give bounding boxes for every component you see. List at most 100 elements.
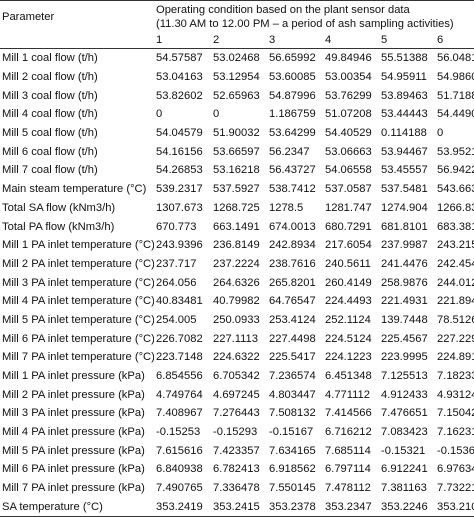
table-cell: 6.782413 (213, 463, 260, 476)
row-label: Mill 6 PA inlet temperature (°C) (2, 332, 154, 345)
table-cell: 54.95911 (381, 71, 427, 84)
table-row: Mill 2 coal flow (t/h) 53.04163 53.12954 53… (0, 68, 474, 87)
row-label: Mill 1 PA inlet temperature (°C) (2, 239, 154, 252)
table-cell: 1268.725 (213, 201, 260, 214)
table-cell: 353.2419 (154, 497, 211, 517)
row-label: Mill 2 PA inlet temperature (°C) (2, 257, 154, 270)
table-cell: 254.005 (156, 313, 197, 326)
row-label: Total PA flow (kNm3/h) (2, 220, 115, 233)
row-label: Mill 2 PA inlet pressure (kPa) (2, 388, 145, 401)
table-cell: 537.0587 (325, 183, 372, 196)
table-row: Mill 4 PA inlet temperature (°C) 40.83481… (0, 292, 474, 311)
row-label: Main steam temperature (°C) (2, 183, 147, 196)
table-cell: 217.6054 (325, 239, 372, 252)
table-cell: 7.125513 (381, 370, 428, 383)
table-cell: 6.451348 (325, 370, 372, 383)
table-cell: 242.4541 (437, 257, 474, 270)
table-cell: 78.51263 (437, 313, 474, 326)
table-cell: 53.95213 (437, 145, 474, 158)
table-cell: 56.2347 (269, 145, 310, 158)
table-cell: 4.771112 (325, 388, 370, 401)
column-header: 5 (379, 32, 435, 49)
table-cell: 670.773 (156, 220, 197, 233)
table-row: Mill 3 PA inlet temperature (°C) 264.056 2… (0, 273, 474, 292)
table-cell: 241.4476 (381, 257, 428, 270)
table-cell: 680.7291 (325, 220, 372, 233)
table-row: Main steam temperature (°C) 539.2317 537.5… (0, 180, 474, 199)
parameter-header: Parameter (0, 0, 154, 32)
row-label: Mill 5 PA inlet pressure (kPa) (2, 444, 145, 457)
row-label: Mill 6 PA inlet pressure (kPa) (2, 463, 145, 476)
table-row: Mill 7 PA inlet temperature (°C) 223.7148… (0, 348, 474, 367)
table-cell: 1281.747 (325, 201, 372, 214)
table-row: Mill 1 PA inlet pressure (kPa) 6.854556 6.… (0, 367, 474, 386)
table-cell: 6.854556 (156, 370, 203, 383)
table-cell: 226.7082 (156, 332, 203, 345)
table-cell: 225.5417 (269, 351, 316, 364)
table-row: Mill 6 coal flow (t/h) 54.16156 53.66597 56… (0, 142, 474, 161)
table-cell: 4.931245 (437, 388, 474, 401)
table-cell: 53.16218 (213, 164, 260, 177)
table-cell: 221.4931 (381, 295, 428, 308)
row-label: Mill 7 PA inlet temperature (°C) (2, 351, 154, 364)
table-row: Mill 5 coal flow (t/h) 54.04579 51.90032 53… (0, 124, 474, 143)
table-cell: 56.94227 (437, 164, 474, 177)
table-cell: 244.0128 (437, 276, 474, 289)
table-row: Mill 2 PA inlet temperature (°C) 237.717 2… (0, 255, 474, 274)
table-cell: 53.82602 (156, 89, 203, 102)
table-cell: 353.2246 (379, 497, 435, 517)
table-cell: 7.685114 (325, 444, 371, 457)
table-cell: 221.8942 (437, 295, 474, 308)
table-cell: 1.186759 (269, 108, 316, 121)
table-row: Total PA flow (kNm3/h) 670.773 663.1491 674… (0, 217, 474, 236)
row-label: Mill 3 PA inlet temperature (°C) (2, 276, 154, 289)
table-cell: 7.150426 (437, 407, 474, 420)
row-label: Mill 4 PA inlet temperature (°C) (2, 295, 154, 308)
table-cell: 264.6326 (213, 276, 260, 289)
table-cell: 7.408967 (156, 407, 203, 420)
table-row: Mill 3 coal flow (t/h) 53.82602 52.65963 54… (0, 86, 474, 105)
table-cell: 265.8201 (269, 276, 316, 289)
table-cell: 7.490765 (156, 482, 203, 495)
table-cell: 0 (437, 127, 444, 140)
table-cell: 537.5481 (381, 183, 428, 196)
row-label: SA temperature (°C) (0, 497, 154, 517)
table-cell: 53.02468 (213, 52, 260, 65)
table-row: SA temperature (°C) 353.2419 353.2415 353.2… (0, 497, 474, 517)
table-cell: 53.60085 (269, 71, 316, 84)
table-cell: 224.8913 (437, 351, 474, 364)
table-cell: 6.716212 (325, 426, 372, 439)
table-cell: 6.976345 (437, 463, 474, 476)
table-cell: 224.5124 (325, 332, 372, 345)
table-cell: 237.717 (156, 257, 197, 270)
table-cell: 53.04163 (156, 71, 203, 84)
table-cell: 240.5611 (325, 257, 371, 270)
column-header: 4 (323, 32, 379, 49)
table-cell: 51.71886 (437, 89, 474, 102)
condition-header: Operating condition based on the plant s… (154, 0, 474, 32)
table-cell: 264.056 (156, 276, 197, 289)
table-cell: 1278.5 (269, 201, 304, 214)
table-cell: 0.114188 (381, 127, 427, 140)
table-cell: 242.8934 (269, 239, 316, 252)
table-cell: 53.64299 (269, 127, 316, 140)
table-cell: 539.2317 (156, 183, 203, 196)
table-cell: 4.803447 (269, 388, 316, 401)
table-cell: 4.912433 (381, 388, 428, 401)
table-cell: 53.06663 (325, 145, 372, 158)
table-cell: 53.44443 (381, 108, 428, 121)
table-cell: 7.478112 (325, 482, 371, 495)
table-cell: 237.9987 (381, 239, 428, 252)
table-row: Mill 6 PA inlet temperature (°C) 226.7082… (0, 329, 474, 348)
table-cell: 53.12954 (213, 71, 260, 84)
table-cell: 6.912241 (381, 463, 428, 476)
table-row: Mill 4 PA inlet pressure (kPa) -0.15253 -0… (0, 423, 474, 442)
table-cell: 6.797114 (325, 463, 371, 476)
table-cell: 258.9876 (381, 276, 428, 289)
row-label: Mill 4 PA inlet pressure (kPa) (2, 426, 145, 439)
table-cell: 55.51388 (381, 52, 428, 65)
column-header: 2 (211, 32, 267, 49)
table-cell: 52.65963 (213, 89, 260, 102)
table-cell: 7.276443 (213, 407, 260, 420)
